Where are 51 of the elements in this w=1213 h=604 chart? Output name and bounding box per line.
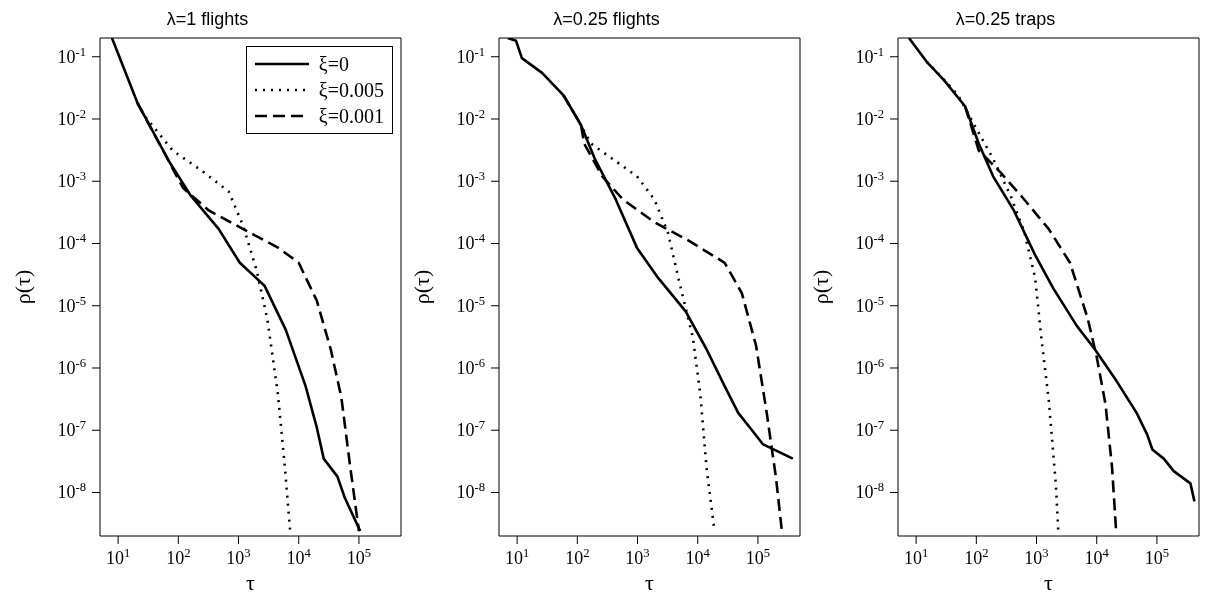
legend-label: ξ=0 [318,52,349,76]
x-tick-label: 10$^{2}$ [166,546,191,568]
x-tick-label: 10$^{1}$ [105,546,131,568]
y-tick-label: 10$^{-8}$ [57,480,86,503]
x-tick-label: 10$^{4}$ [286,546,312,568]
y-tick-label: 10$^{-2}$ [456,106,485,129]
y-tick-label: 10$^{-8}$ [456,480,485,503]
x-axis-title: τ [645,570,655,595]
chart-title: λ=1 flights [165,8,250,31]
x-axis-title: τ [1044,570,1054,595]
x-tick-label: 10$^{4}$ [685,546,711,568]
x-tick-label: 10$^{5}$ [346,546,372,568]
legend-label: ξ=0.001 [318,104,384,128]
y-axis-title: ρ(τ) [408,269,434,305]
y-tick-label: 10$^{-3}$ [456,169,485,192]
y-tick-label: 10$^{-6}$ [855,355,884,378]
y-axis-title: ρ(τ) [9,269,35,305]
y-tick-label: 10$^{-6}$ [456,355,485,378]
x-tick-label: 10$^{5}$ [1144,546,1170,568]
x-tick-label: 10$^{3}$ [1024,546,1049,568]
x-tick-label: 10$^{4}$ [1084,546,1110,568]
x-tick-label: 10$^{3}$ [226,546,251,568]
y-tick-label: 10$^{-3}$ [855,169,884,192]
y-tick-label: 10$^{-8}$ [855,480,884,503]
y-tick-label: 10$^{-4}$ [456,231,486,254]
y-tick-label: 10$^{-6}$ [57,355,86,378]
y-tick-label: 10$^{-2}$ [57,106,86,129]
y-tick-label: 10$^{-7}$ [456,418,485,441]
chart-title: λ=0.25 flights [552,8,661,31]
x-tick-label: 10$^{1}$ [903,546,929,568]
x-axis-title: τ [246,570,256,595]
y-tick-label: 10$^{-1}$ [57,44,86,67]
x-tick-label: 10$^{1}$ [504,546,530,568]
y-tick-label: 10$^{-4}$ [855,231,885,254]
legend-label: ξ=0.005 [318,78,384,102]
y-axis-title: ρ(τ) [807,269,833,305]
y-tick-label: 10$^{-5}$ [855,293,884,316]
y-tick-label: 10$^{-5}$ [57,293,86,316]
y-tick-label: 10$^{-3}$ [57,169,86,192]
x-tick-label: 10$^{5}$ [745,546,771,568]
y-tick-label: 10$^{-7}$ [57,418,86,441]
x-tick-label: 10$^{3}$ [625,546,650,568]
chart-title: λ=0.25 traps [954,8,1057,31]
x-tick-label: 10$^{2}$ [964,546,989,568]
y-tick-label: 10$^{-1}$ [456,44,485,67]
y-tick-label: 10$^{-2}$ [855,106,884,129]
y-tick-label: 10$^{-4}$ [57,231,87,254]
y-tick-label: 10$^{-7}$ [855,418,884,441]
y-tick-label: 10$^{-1}$ [855,44,884,67]
x-tick-label: 10$^{2}$ [565,546,590,568]
y-tick-label: 10$^{-5}$ [456,293,485,316]
